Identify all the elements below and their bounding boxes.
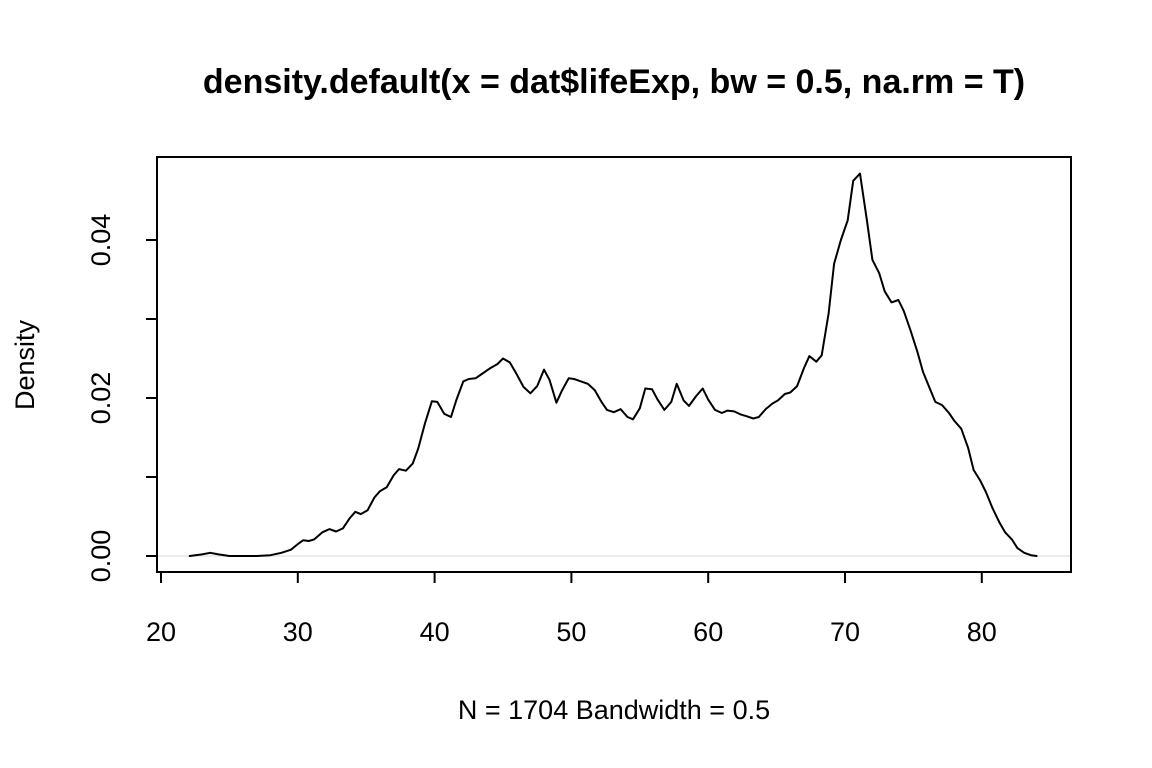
- x-tick-label: 40: [420, 617, 450, 647]
- x-axis-label: N = 1704 Bandwidth = 0.5: [458, 695, 770, 725]
- y-tick-label: 0.00: [86, 530, 116, 583]
- y-tick-label: 0.02: [86, 372, 116, 425]
- density-curve: [188, 172, 1038, 557]
- x-tick-label: 70: [830, 617, 860, 647]
- y-axis-label: Density: [10, 319, 40, 410]
- x-tick-label: 80: [967, 617, 997, 647]
- x-tick-label: 20: [146, 617, 176, 647]
- x-tick-label: 30: [283, 617, 313, 647]
- x-tick-label: 50: [556, 617, 586, 647]
- x-axis: 20 30 40 50 60 70 80: [146, 571, 997, 647]
- y-tick-label: 0.04: [86, 214, 116, 267]
- plot-frame: [156, 156, 1072, 573]
- x-tick-label: 60: [693, 617, 723, 647]
- y-axis: 0.00 0.02 0.04: [86, 214, 158, 583]
- chart-title: density.default(x = dat$lifeExp, bw = 0.…: [203, 63, 1025, 101]
